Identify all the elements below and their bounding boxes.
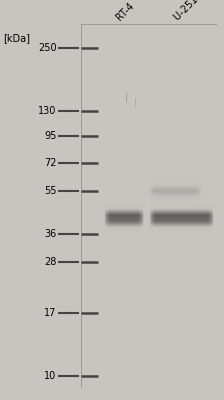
Text: 72: 72 — [44, 158, 56, 168]
Text: 95: 95 — [44, 131, 56, 141]
Text: 55: 55 — [44, 186, 56, 196]
Text: 10: 10 — [44, 371, 56, 381]
Text: 130: 130 — [38, 106, 56, 116]
Text: 28: 28 — [44, 257, 56, 267]
Text: U-251 MG: U-251 MG — [172, 0, 213, 22]
Text: [kDa]: [kDa] — [3, 33, 30, 43]
Text: 36: 36 — [44, 229, 56, 239]
Text: 17: 17 — [44, 308, 56, 318]
Text: RT-4: RT-4 — [114, 0, 136, 22]
Text: 250: 250 — [38, 43, 56, 53]
